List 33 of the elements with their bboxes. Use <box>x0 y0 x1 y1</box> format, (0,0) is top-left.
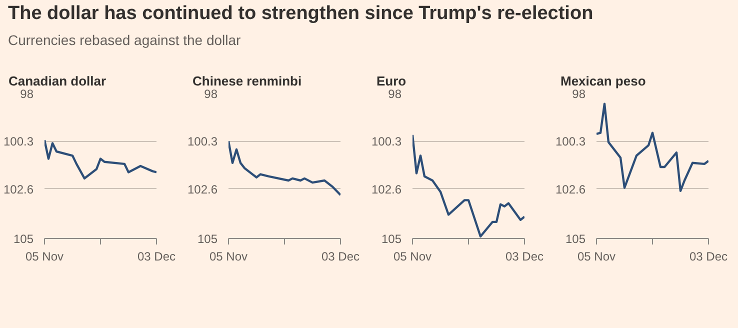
x-tick-label: 05 Nov <box>209 250 248 264</box>
y-tick-label: 105 <box>13 232 34 246</box>
chart-title: Mexican peso <box>560 74 646 88</box>
y-tick-label: 100.3 <box>371 134 402 149</box>
y-tick-label: 98 <box>20 87 34 101</box>
x-tick-label: 03 Dec <box>505 250 544 264</box>
x-tick-label: 05 Nov <box>577 250 616 264</box>
text: The dollar has continued to strengthen since Trump's re-election <box>8 2 594 26</box>
y-tick-label: 100.3 <box>3 134 34 149</box>
y-tick-label: 98 <box>204 87 218 101</box>
x-tick-label: 03 Dec <box>321 250 360 264</box>
chart-title: Canadian dollar <box>8 74 106 88</box>
x-tick-label: 05 Nov <box>25 250 64 264</box>
y-tick-label: 100.3 <box>187 134 218 149</box>
line-series <box>228 140 340 196</box>
x-tick-label: 03 Dec <box>689 250 728 264</box>
y-tick-label: 98 <box>572 87 586 101</box>
line-series <box>44 139 156 180</box>
y-tick-label: 105 <box>381 232 402 246</box>
y-tick-label: 100.3 <box>555 134 586 149</box>
y-tick-label: 102.6 <box>555 182 586 196</box>
y-tick-label: 102.6 <box>187 182 218 196</box>
y-tick-label: 102.6 <box>371 182 402 196</box>
text: Currencies rebased against the dollar <box>8 31 241 50</box>
x-tick-label: 03 Dec <box>137 250 176 264</box>
y-tick-label: 105 <box>565 232 586 246</box>
y-tick-label: 102.6 <box>3 182 34 196</box>
chart-title: Euro <box>376 74 406 88</box>
y-tick-label: 98 <box>388 87 402 101</box>
y-tick-label: 105 <box>197 232 218 246</box>
line-series <box>596 102 708 192</box>
x-tick-label: 05 Nov <box>393 250 432 264</box>
chart-title: Chinese renminbi <box>192 74 302 88</box>
